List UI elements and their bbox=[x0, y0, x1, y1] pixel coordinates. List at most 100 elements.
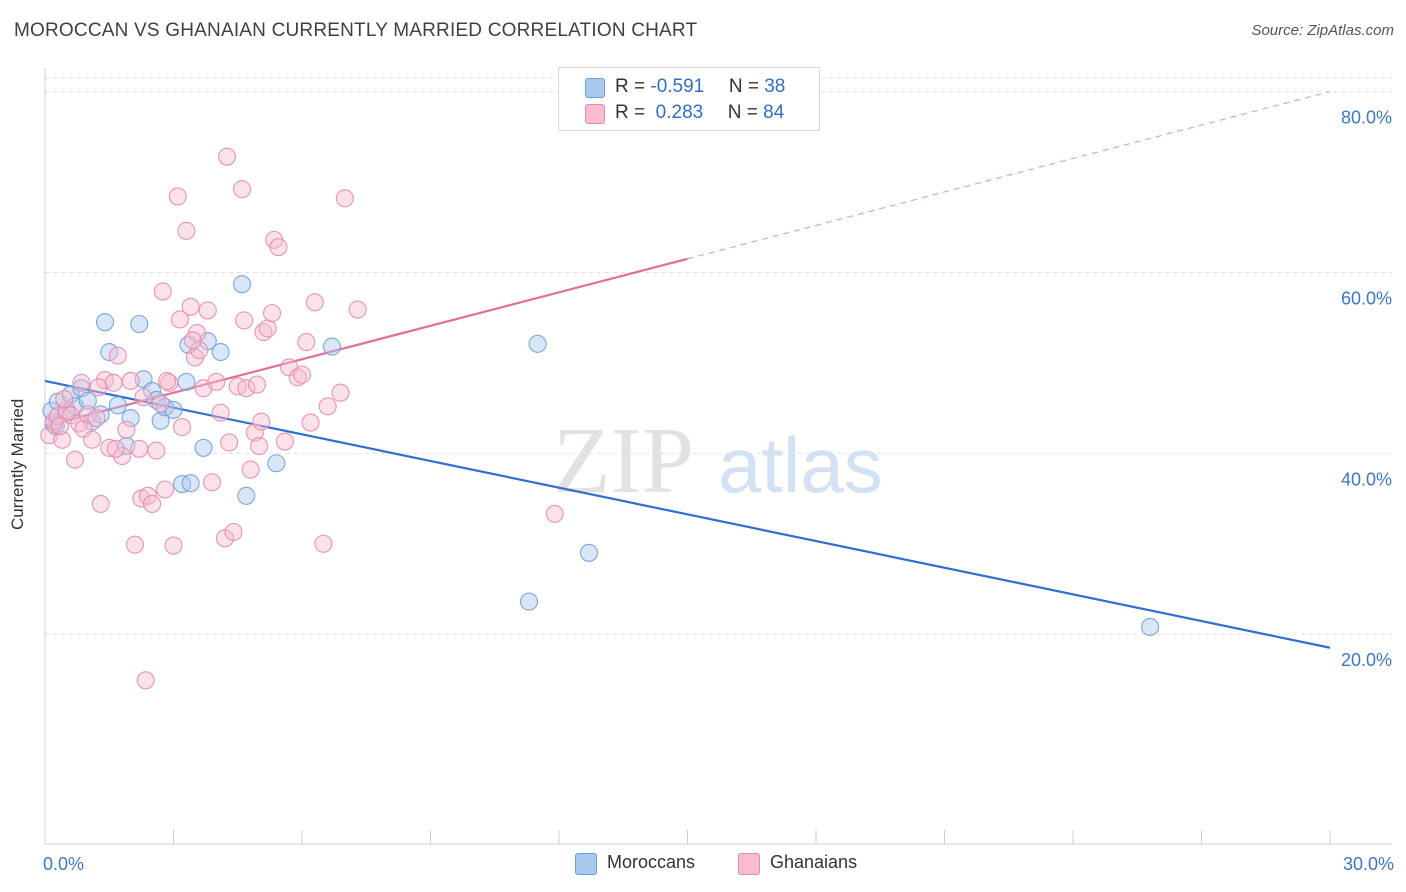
x-tick-label: 30.0% bbox=[1343, 854, 1394, 874]
point-moroccans bbox=[78, 391, 97, 410]
point-ghanaians bbox=[125, 535, 144, 554]
tick-labels: 20.0% 40.0% 60.0% 80.0% 0.0% 30.0% bbox=[43, 108, 1394, 874]
bottom-legend-swatch-moroccans bbox=[575, 853, 597, 875]
legend-r-value: 0.283 bbox=[650, 102, 704, 123]
point-moroccans bbox=[194, 438, 213, 457]
point-ghanaians bbox=[136, 671, 155, 690]
point-ghanaians bbox=[237, 379, 256, 398]
point-ghanaians bbox=[252, 412, 271, 431]
point-ghanaians bbox=[335, 189, 354, 208]
point-ghanaians bbox=[269, 238, 288, 257]
point-ghanaians bbox=[173, 418, 192, 437]
point-ghanaians bbox=[177, 221, 196, 240]
point-ghanaians bbox=[83, 430, 102, 449]
point-ghanaians bbox=[55, 390, 74, 409]
point-ghanaians bbox=[65, 450, 85, 469]
point-ghanaians bbox=[143, 494, 162, 514]
watermark-zip: ZIP bbox=[553, 409, 694, 513]
point-ghanaians bbox=[275, 432, 294, 451]
point-ghanaians bbox=[121, 371, 140, 391]
point-moroccans bbox=[267, 454, 286, 473]
bottom-legend-swatch-ghanaians bbox=[738, 853, 760, 875]
point-ghanaians bbox=[258, 319, 277, 338]
point-ghanaians bbox=[130, 439, 149, 458]
point-ghanaians bbox=[113, 446, 132, 466]
point-moroccans bbox=[232, 275, 252, 294]
point-ghanaians bbox=[151, 394, 170, 413]
watermark: ZIP atlas bbox=[553, 409, 883, 513]
point-ghanaians bbox=[108, 346, 127, 365]
point-moroccans bbox=[121, 408, 140, 428]
point-ghanaians bbox=[138, 486, 157, 505]
y-tick-label: 40.0% bbox=[1341, 469, 1392, 489]
axes bbox=[44, 68, 1392, 845]
source-label: Source: ZipAtlas.com bbox=[1251, 22, 1394, 39]
point-ghanaians bbox=[220, 433, 239, 452]
point-moroccans bbox=[177, 372, 196, 391]
point-ghanaians bbox=[164, 536, 183, 555]
correlation-legend: R = -0.591 N = 38 R = 0.283 N = 84 bbox=[558, 67, 820, 131]
point-ghanaians bbox=[181, 297, 200, 316]
point-moroccans bbox=[1141, 617, 1160, 637]
point-ghanaians bbox=[545, 504, 564, 523]
chart-title: MOROCCAN VS GHANAIAN CURRENTLY MARRIED C… bbox=[14, 20, 698, 41]
point-ghanaians bbox=[292, 365, 312, 384]
point-ghanaians bbox=[305, 293, 324, 312]
point-ghanaians bbox=[297, 333, 316, 352]
legend-r-value: -0.591 bbox=[650, 76, 705, 97]
watermark-atlas: atlas bbox=[718, 421, 883, 509]
point-ghanaians bbox=[100, 438, 119, 457]
point-moroccans bbox=[528, 334, 547, 353]
point-ghanaians bbox=[247, 375, 267, 394]
point-ghanaians bbox=[301, 413, 320, 432]
point-ghanaians bbox=[89, 378, 108, 397]
point-moroccans bbox=[237, 486, 256, 505]
point-ghanaians bbox=[168, 187, 187, 206]
data-points bbox=[40, 147, 1160, 690]
point-ghanaians bbox=[117, 420, 136, 439]
point-moroccans bbox=[519, 592, 539, 611]
point-ghanaians bbox=[87, 408, 106, 428]
point-ghanaians bbox=[314, 534, 333, 553]
point-ghanaians bbox=[72, 373, 91, 392]
x-tick-label: 0.0% bbox=[43, 854, 84, 874]
legend-n-label: N = bbox=[728, 76, 765, 97]
legend-swatch-moroccans bbox=[585, 78, 605, 98]
point-ghanaians bbox=[211, 403, 230, 422]
point-moroccans bbox=[579, 543, 599, 562]
point-ghanaians bbox=[250, 437, 269, 456]
point-ghanaians bbox=[331, 383, 350, 402]
point-ghanaians bbox=[158, 371, 177, 391]
point-ghanaians bbox=[147, 441, 166, 460]
legend-n-value: 38 bbox=[764, 76, 786, 97]
legend-r-label: R = bbox=[615, 76, 651, 97]
point-moroccans bbox=[95, 313, 115, 332]
trend-line-extension bbox=[687, 90, 1331, 260]
point-ghanaians bbox=[53, 430, 72, 449]
point-moroccans bbox=[211, 342, 230, 362]
point-moroccans bbox=[181, 474, 200, 493]
legend-r-label: R = bbox=[615, 102, 651, 123]
point-ghanaians bbox=[104, 373, 123, 392]
point-ghanaians bbox=[348, 300, 367, 319]
point-ghanaians bbox=[183, 331, 202, 350]
point-ghanaians bbox=[224, 522, 243, 542]
bottom-legend-label: Ghanaians bbox=[770, 852, 858, 872]
legend-swatch-ghanaians bbox=[585, 104, 605, 124]
point-ghanaians bbox=[170, 310, 189, 329]
point-moroccans bbox=[130, 314, 149, 334]
y-tick-label: 60.0% bbox=[1341, 288, 1392, 308]
point-ghanaians bbox=[155, 480, 174, 499]
legend-n-value: 84 bbox=[763, 102, 785, 123]
bottom-legend-label: Moroccans bbox=[607, 852, 696, 872]
y-tick-label: 20.0% bbox=[1341, 650, 1392, 670]
point-ghanaians bbox=[190, 341, 209, 360]
point-ghanaians bbox=[91, 494, 110, 514]
point-ghanaians bbox=[217, 147, 237, 166]
legend-n-label: N = bbox=[727, 102, 764, 123]
point-ghanaians bbox=[207, 372, 226, 391]
point-ghanaians bbox=[241, 460, 260, 479]
point-ghanaians bbox=[203, 473, 222, 492]
point-ghanaians bbox=[198, 301, 217, 320]
point-ghanaians bbox=[318, 397, 337, 416]
